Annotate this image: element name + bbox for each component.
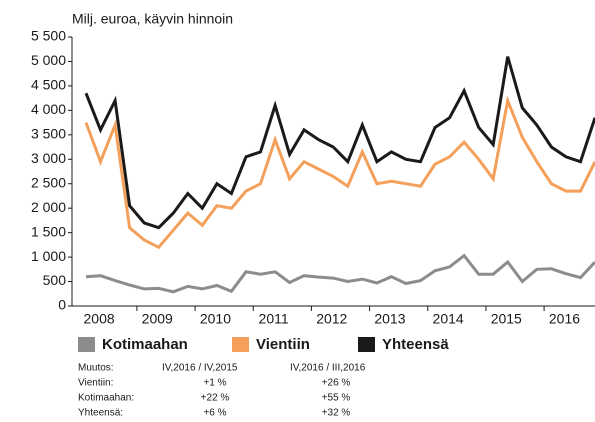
table-cell: +55 % (322, 393, 351, 404)
x-tick-label: 2015 (491, 311, 522, 327)
y-tick-label: 3 500 (31, 126, 66, 142)
table-cell: +22 % (201, 393, 230, 404)
y-tick-label: 5 000 (31, 52, 66, 68)
x-tick-label: 2014 (433, 311, 464, 327)
y-tick-label: 4 000 (31, 101, 66, 117)
table-header: IV,2016 / IV,2015 (162, 363, 238, 374)
table-cell: +32 % (322, 408, 351, 419)
y-tick-label: 1 500 (31, 223, 66, 239)
x-tick-label: 2013 (374, 311, 405, 327)
table-cell: +1 % (203, 378, 226, 389)
y-tick-label: 0 (58, 297, 66, 313)
table-cell: +6 % (203, 408, 226, 419)
x-tick-label: 2009 (142, 311, 173, 327)
table-cell: Kotimaahan: (78, 393, 134, 404)
legend-swatch (358, 337, 375, 352)
x-tick-label: 2008 (84, 311, 115, 327)
series-line (85, 253, 595, 294)
chart-title: Milj. euroa, käyvin hinnoin (72, 11, 233, 27)
series-line (84, 56, 595, 230)
x-tick-label: 2016 (549, 311, 580, 327)
y-tick-label: 3 000 (31, 150, 66, 166)
table-cell: Vientiin: (78, 378, 113, 389)
y-tick-label: 2 500 (31, 174, 66, 190)
legend-swatch (78, 337, 95, 352)
table-header: Muutos: (78, 363, 114, 374)
legend-label: Yhteensä (382, 336, 449, 353)
table-header: IV,2016 / III,2016 (290, 363, 366, 374)
table-cell: Yhteensä: (78, 408, 123, 419)
x-tick-label: 2012 (316, 311, 347, 327)
y-tick-label: 2 000 (31, 199, 66, 215)
y-tick-label: 5 500 (31, 28, 66, 44)
table-cell: +26 % (322, 378, 351, 389)
y-tick-label: 1 000 (31, 248, 66, 264)
x-tick-label: 2010 (200, 311, 231, 327)
series-line (84, 95, 595, 250)
y-tick-label: 4 500 (31, 77, 66, 93)
legend-label: Kotimaahan (102, 336, 188, 353)
legend-swatch (232, 337, 249, 352)
x-tick-label: 2011 (259, 311, 289, 327)
legend-label: Vientiin (256, 336, 310, 353)
y-tick-label: 500 (43, 272, 67, 288)
